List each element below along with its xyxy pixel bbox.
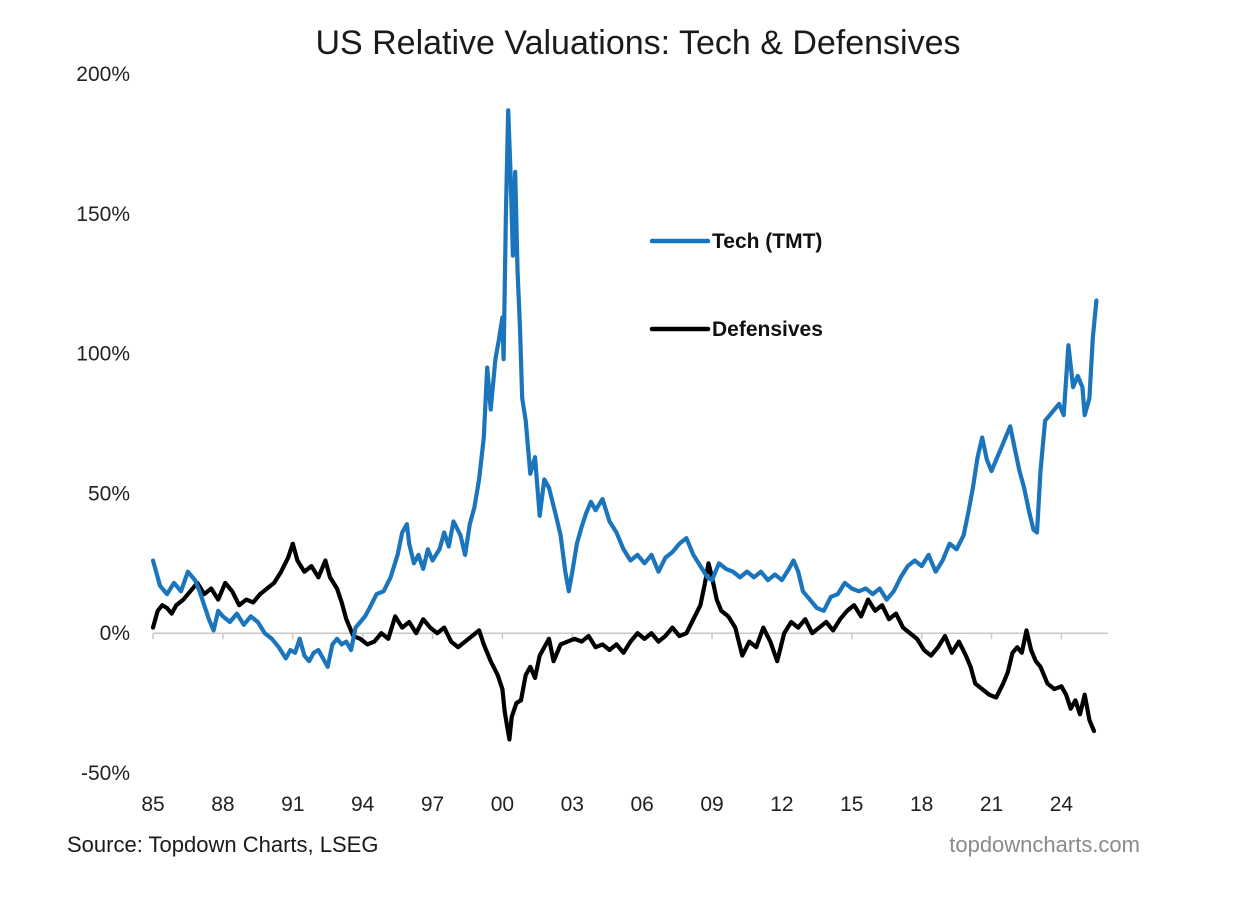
y-tick-label: 150% xyxy=(76,203,130,226)
x-tick-label: 94 xyxy=(351,793,375,816)
x-tick-label: 09 xyxy=(700,793,723,816)
series-lines xyxy=(150,108,1099,742)
y-tick-label: -50% xyxy=(81,762,130,785)
watermark-text: topdowncharts.com xyxy=(949,832,1140,857)
x-axis-ticks: 85 88 91 94 97 00 03 06 09 12 15 18 21 24 xyxy=(141,633,1073,816)
y-tick-label: 100% xyxy=(76,343,130,366)
x-tick-label: 97 xyxy=(421,793,444,816)
source-note: Source: Topdown Charts, LSEG xyxy=(67,832,378,857)
y-tick-label: 0% xyxy=(100,622,130,645)
legend: Tech (TMT) Defensives xyxy=(649,230,823,341)
x-tick-label: 06 xyxy=(630,793,653,816)
x-tick-label: 21 xyxy=(980,793,1003,816)
y-tick-label: 50% xyxy=(88,482,130,505)
series-line-defensives xyxy=(150,541,1097,742)
legend-label: Defensives xyxy=(712,318,823,341)
x-tick-label: 91 xyxy=(281,793,304,816)
x-tick-label: 03 xyxy=(561,793,584,816)
x-tick-label: 15 xyxy=(840,793,863,816)
x-tick-label: 18 xyxy=(910,793,933,816)
series-line-tech-tmt xyxy=(150,108,1099,669)
y-axis-ticks: 200% 150% 100% 50% 0% -50% xyxy=(76,63,130,785)
x-tick-label: 88 xyxy=(211,793,234,816)
legend-label: Tech (TMT) xyxy=(712,230,822,253)
x-tick-label: 00 xyxy=(491,793,514,816)
x-tick-label: 12 xyxy=(770,793,793,816)
x-tick-label: 24 xyxy=(1050,793,1074,816)
y-tick-label: 200% xyxy=(76,63,130,86)
chart-title: US Relative Valuations: Tech & Defensive… xyxy=(315,24,960,62)
x-tick-label: 85 xyxy=(141,793,164,816)
